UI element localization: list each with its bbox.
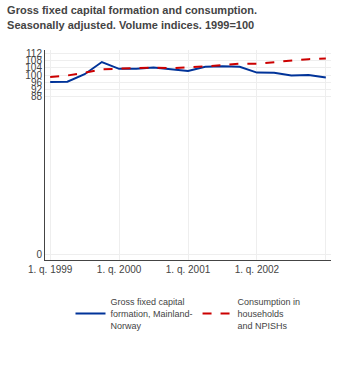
svg-text:112: 112: [26, 48, 42, 59]
svg-text:1. q. 2000: 1. q. 2000: [97, 264, 142, 275]
svg-text:104: 104: [25, 62, 42, 73]
svg-text:108: 108: [25, 55, 42, 66]
svg-text:88: 88: [31, 91, 43, 102]
svg-text:1. q. 2002: 1. q. 2002: [235, 264, 280, 275]
svg-text:Gross fixed capitalformation,: Gross fixed capitalformation, Mainland-N…: [111, 297, 193, 330]
svg-text:0: 0: [36, 249, 42, 260]
svg-text:100: 100: [25, 70, 42, 81]
svg-text:Gross fixed capital formation: Gross fixed capital formation and consum…: [7, 4, 257, 30]
svg-text:92: 92: [31, 84, 43, 95]
svg-text:96: 96: [31, 77, 43, 88]
svg-text:1. q. 1999: 1. q. 1999: [28, 264, 73, 275]
svg-text:1. q. 2001: 1. q. 2001: [166, 264, 211, 275]
svg-text:Consumption inhouseholdsand NP: Consumption inhouseholdsand NPISHs: [238, 297, 301, 330]
